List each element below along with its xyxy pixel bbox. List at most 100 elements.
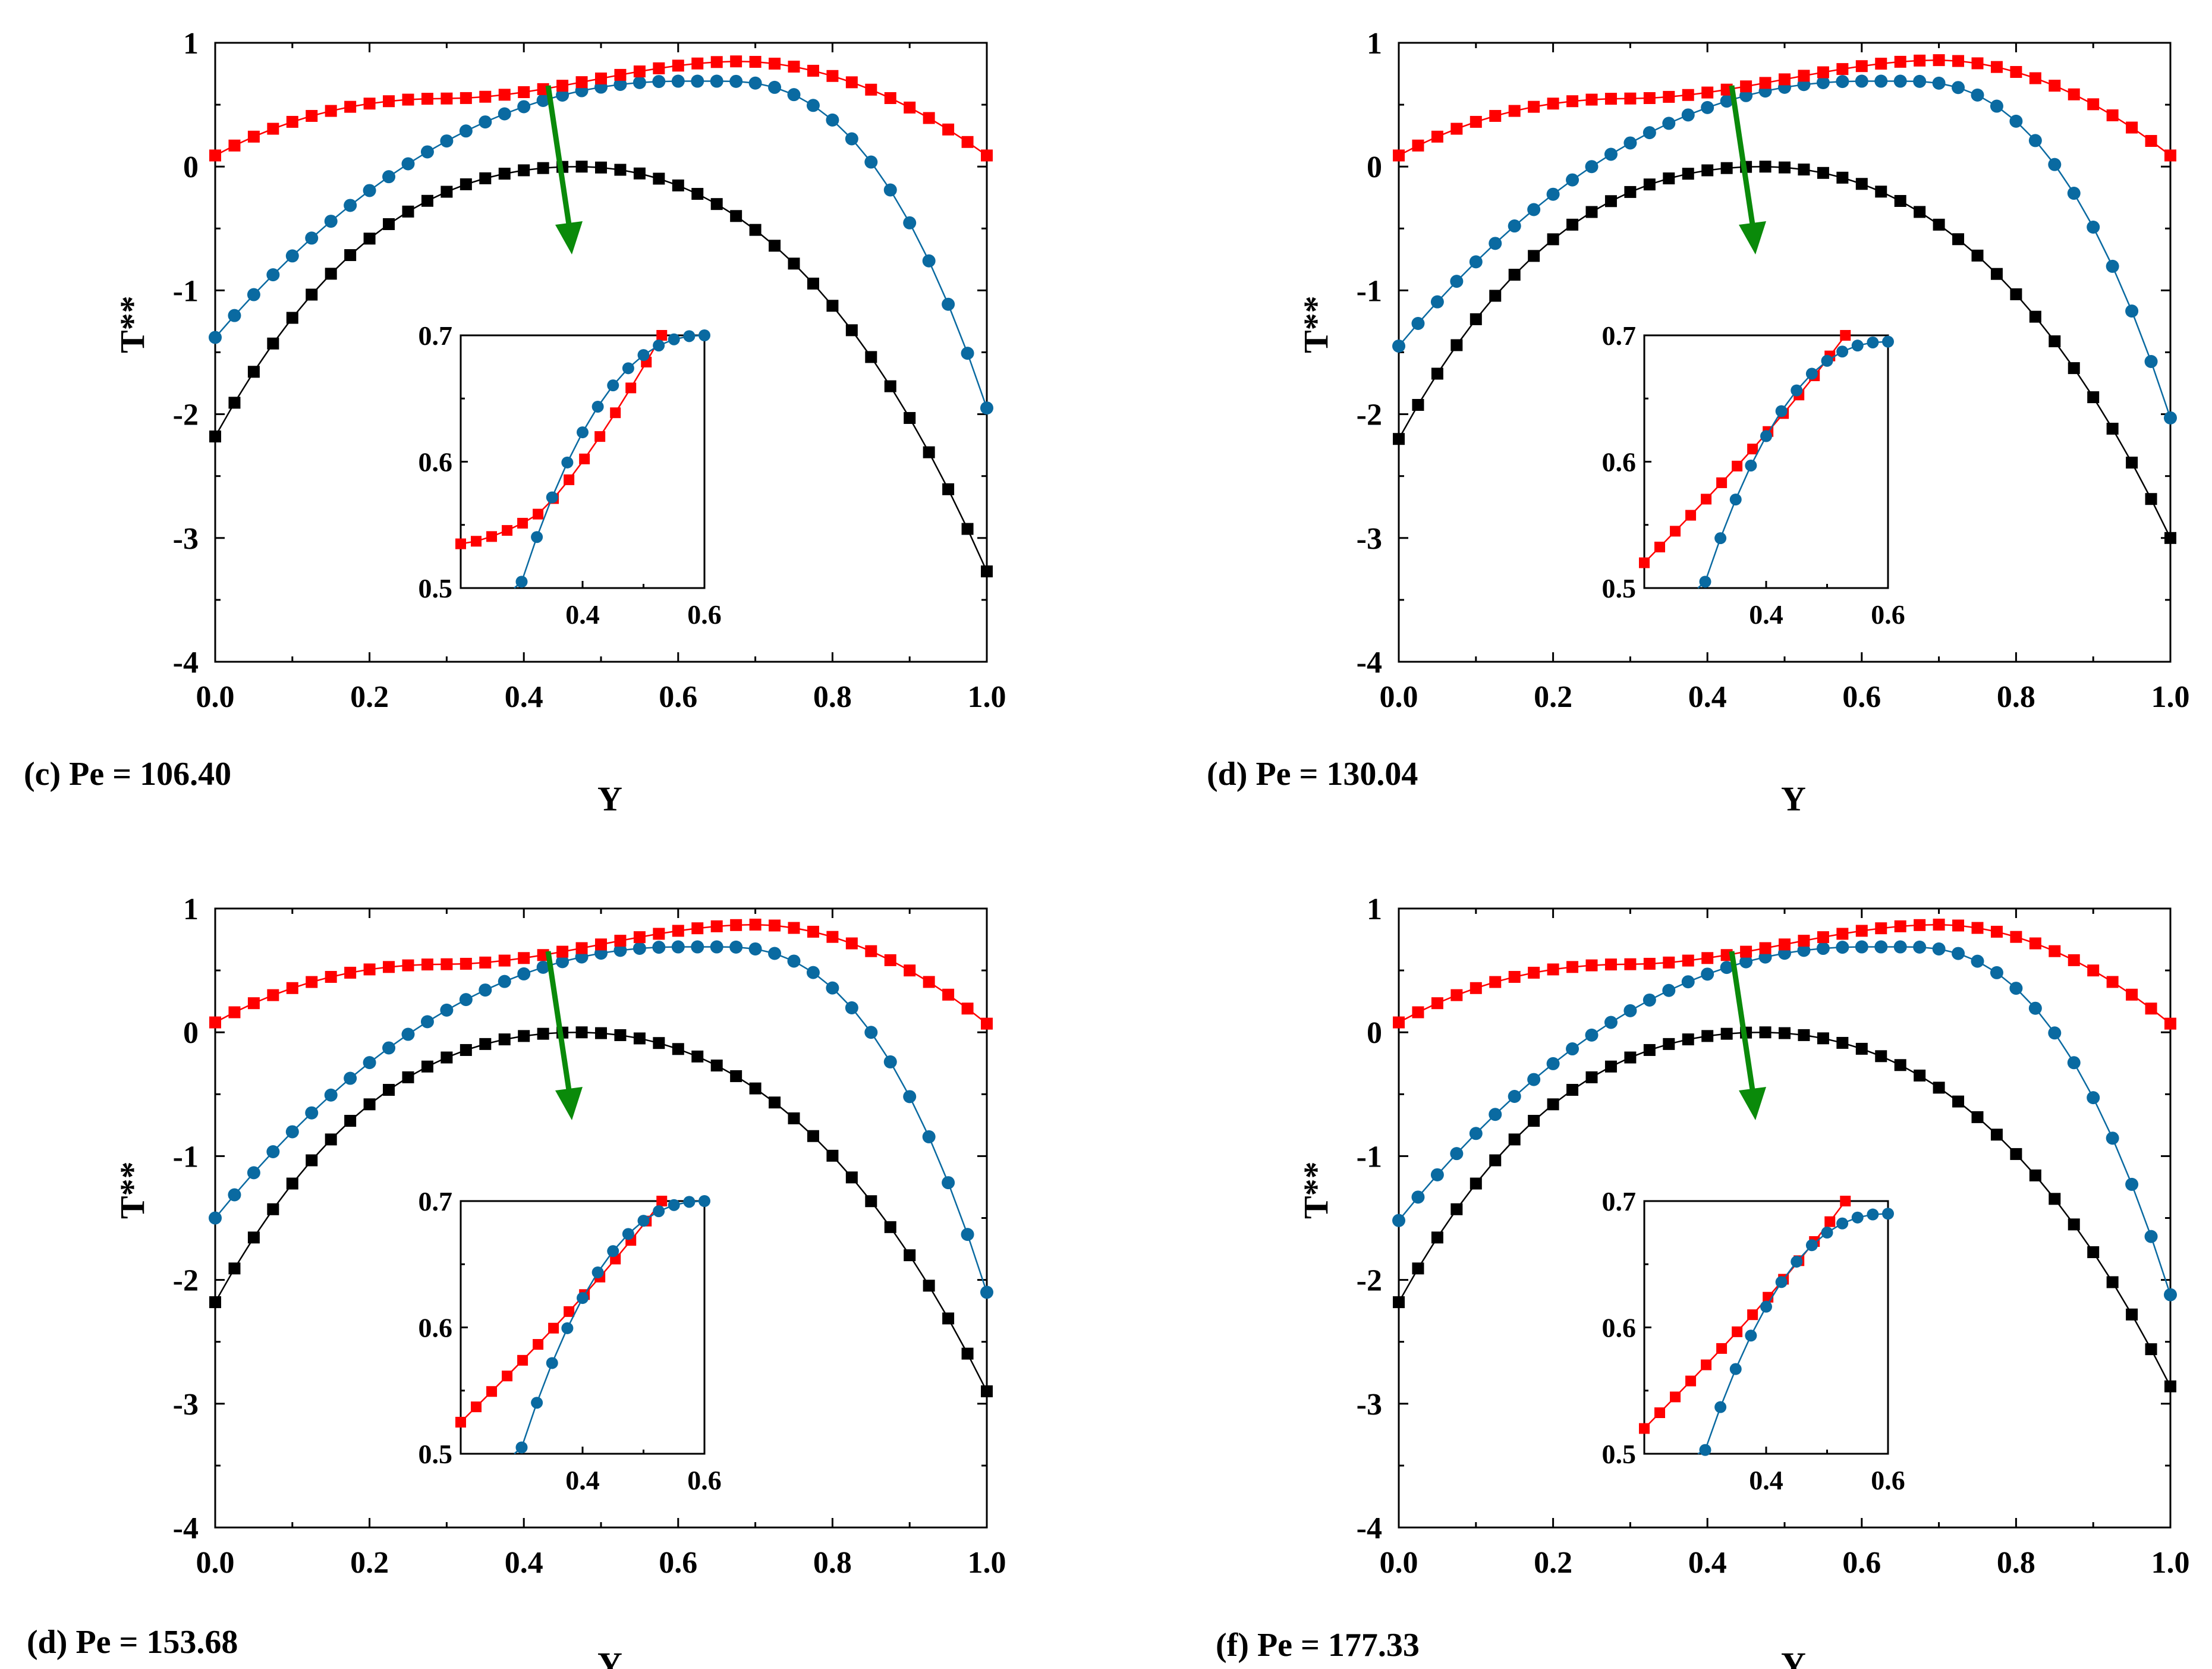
- data-point: [1643, 957, 1656, 970]
- data-point: [575, 76, 588, 89]
- data-point: [1971, 922, 1984, 934]
- data-point: [575, 161, 588, 173]
- data-point: [1836, 75, 1849, 89]
- data-point: [531, 531, 543, 543]
- y-tick-label: -3: [173, 522, 199, 556]
- data-point: [479, 1038, 492, 1050]
- data-point: [2049, 1193, 2061, 1205]
- data-point: [1699, 576, 1711, 588]
- data-point: [363, 232, 376, 245]
- chart-panel-d1: 0.0 0.2 0.4 0.6 0.8 1.0 -4 -3 -2 -1 0 1 Y T** (d) Pe =…: [1207, 27, 2190, 818]
- y-tick-label: -2: [173, 1264, 199, 1298]
- y-axis: -4 -3 -2 -1 0 1: [1357, 27, 2170, 680]
- data-point: [2010, 288, 2022, 300]
- data-point: [1836, 928, 1849, 940]
- data-point: [845, 1001, 858, 1014]
- data-point: [1489, 1108, 1502, 1121]
- x-axis-title: Y: [597, 1645, 622, 1669]
- data-point: [1470, 115, 1482, 128]
- data-point: [1654, 1407, 1666, 1419]
- data-point: [1566, 218, 1579, 231]
- data-point: [1450, 275, 1464, 288]
- data-point: [266, 1145, 280, 1159]
- data-point: [471, 536, 482, 547]
- data-point: [1585, 1028, 1599, 1042]
- data-point: [2125, 1177, 2139, 1191]
- data-point: [1791, 384, 1803, 397]
- data-point: [1817, 166, 1829, 179]
- data-point: [1682, 954, 1694, 967]
- series-blue-circles: [209, 940, 993, 1299]
- data-point: [748, 942, 762, 955]
- data-point: [1716, 477, 1728, 488]
- inset-x-tick-label: 0.6: [1871, 1465, 1905, 1495]
- data-point: [517, 517, 528, 529]
- data-point: [806, 966, 820, 979]
- data-point: [1759, 942, 1772, 954]
- inset-x-tick-label: 0.4: [565, 1465, 600, 1495]
- x-axis-title: Y: [1781, 780, 1806, 818]
- data-point: [1824, 1216, 1836, 1227]
- data-point: [1489, 976, 1502, 988]
- data-point: [594, 431, 606, 442]
- y-tick-label: -2: [1357, 1264, 1382, 1298]
- data-point: [228, 1262, 241, 1275]
- data-point: [884, 92, 896, 104]
- x-tick-label: 0.8: [813, 1546, 852, 1580]
- y-tick-label: 0: [1367, 1016, 1382, 1050]
- data-point: [363, 1098, 376, 1111]
- data-point: [2144, 355, 2158, 369]
- data-point: [613, 944, 627, 957]
- y-axis-title: T**: [1297, 1161, 1335, 1219]
- data-point: [546, 1357, 558, 1369]
- data-point: [1971, 88, 1984, 102]
- y-tick-label: -2: [1357, 398, 1382, 432]
- data-point: [1566, 173, 1579, 187]
- data-point: [421, 1060, 433, 1073]
- data-point: [1747, 444, 1758, 455]
- data-point: [1604, 93, 1617, 105]
- inset-x-tick-label: 0.6: [687, 1465, 722, 1495]
- data-point: [1990, 268, 2003, 280]
- y-axis: -4 -3 -2 -1 0 1: [1357, 892, 2170, 1545]
- data-point: [883, 1055, 897, 1068]
- data-point: [267, 337, 279, 350]
- data-point: [1393, 1296, 1405, 1309]
- data-point: [2048, 158, 2062, 171]
- data-point: [1546, 1057, 1560, 1070]
- data-point: [730, 1070, 742, 1082]
- data-point: [2144, 1230, 2158, 1243]
- data-point: [1547, 98, 1559, 110]
- data-point: [2145, 1343, 2157, 1356]
- data-point: [1623, 1004, 1637, 1017]
- panel-caption: (d) Pe = 130.04: [1207, 756, 1418, 793]
- data-point: [942, 297, 955, 311]
- data-point: [1701, 494, 1712, 505]
- data-point: [1836, 1036, 1849, 1049]
- data-point: [498, 975, 511, 988]
- data-point: [1604, 1016, 1618, 1029]
- series-blue-circles: [1392, 74, 2177, 425]
- data-point: [1867, 336, 1879, 348]
- inset-y-tick-label: 0.7: [419, 320, 453, 351]
- data-point: [807, 926, 819, 938]
- data-point: [749, 224, 762, 236]
- data-point: [1508, 269, 1521, 281]
- data-point: [517, 967, 531, 980]
- arrow-head: [1739, 221, 1766, 254]
- data-point: [2067, 187, 2081, 200]
- data-point: [324, 215, 338, 228]
- data-point: [656, 1196, 668, 1206]
- series-black-squares: [209, 1026, 993, 1397]
- data-point: [2009, 982, 2023, 995]
- data-point: [1685, 510, 1697, 521]
- arrow-head: [555, 221, 583, 254]
- data-point: [637, 349, 650, 362]
- data-point: [1805, 1239, 1818, 1252]
- data-point: [460, 1043, 472, 1056]
- data-point: [1701, 967, 1714, 981]
- data-point: [1952, 81, 1965, 95]
- x-axis: 0.0 0.2 0.4 0.6 0.8 1.0: [196, 909, 1006, 1580]
- data-point: [1817, 66, 1829, 78]
- data-point: [486, 1386, 498, 1397]
